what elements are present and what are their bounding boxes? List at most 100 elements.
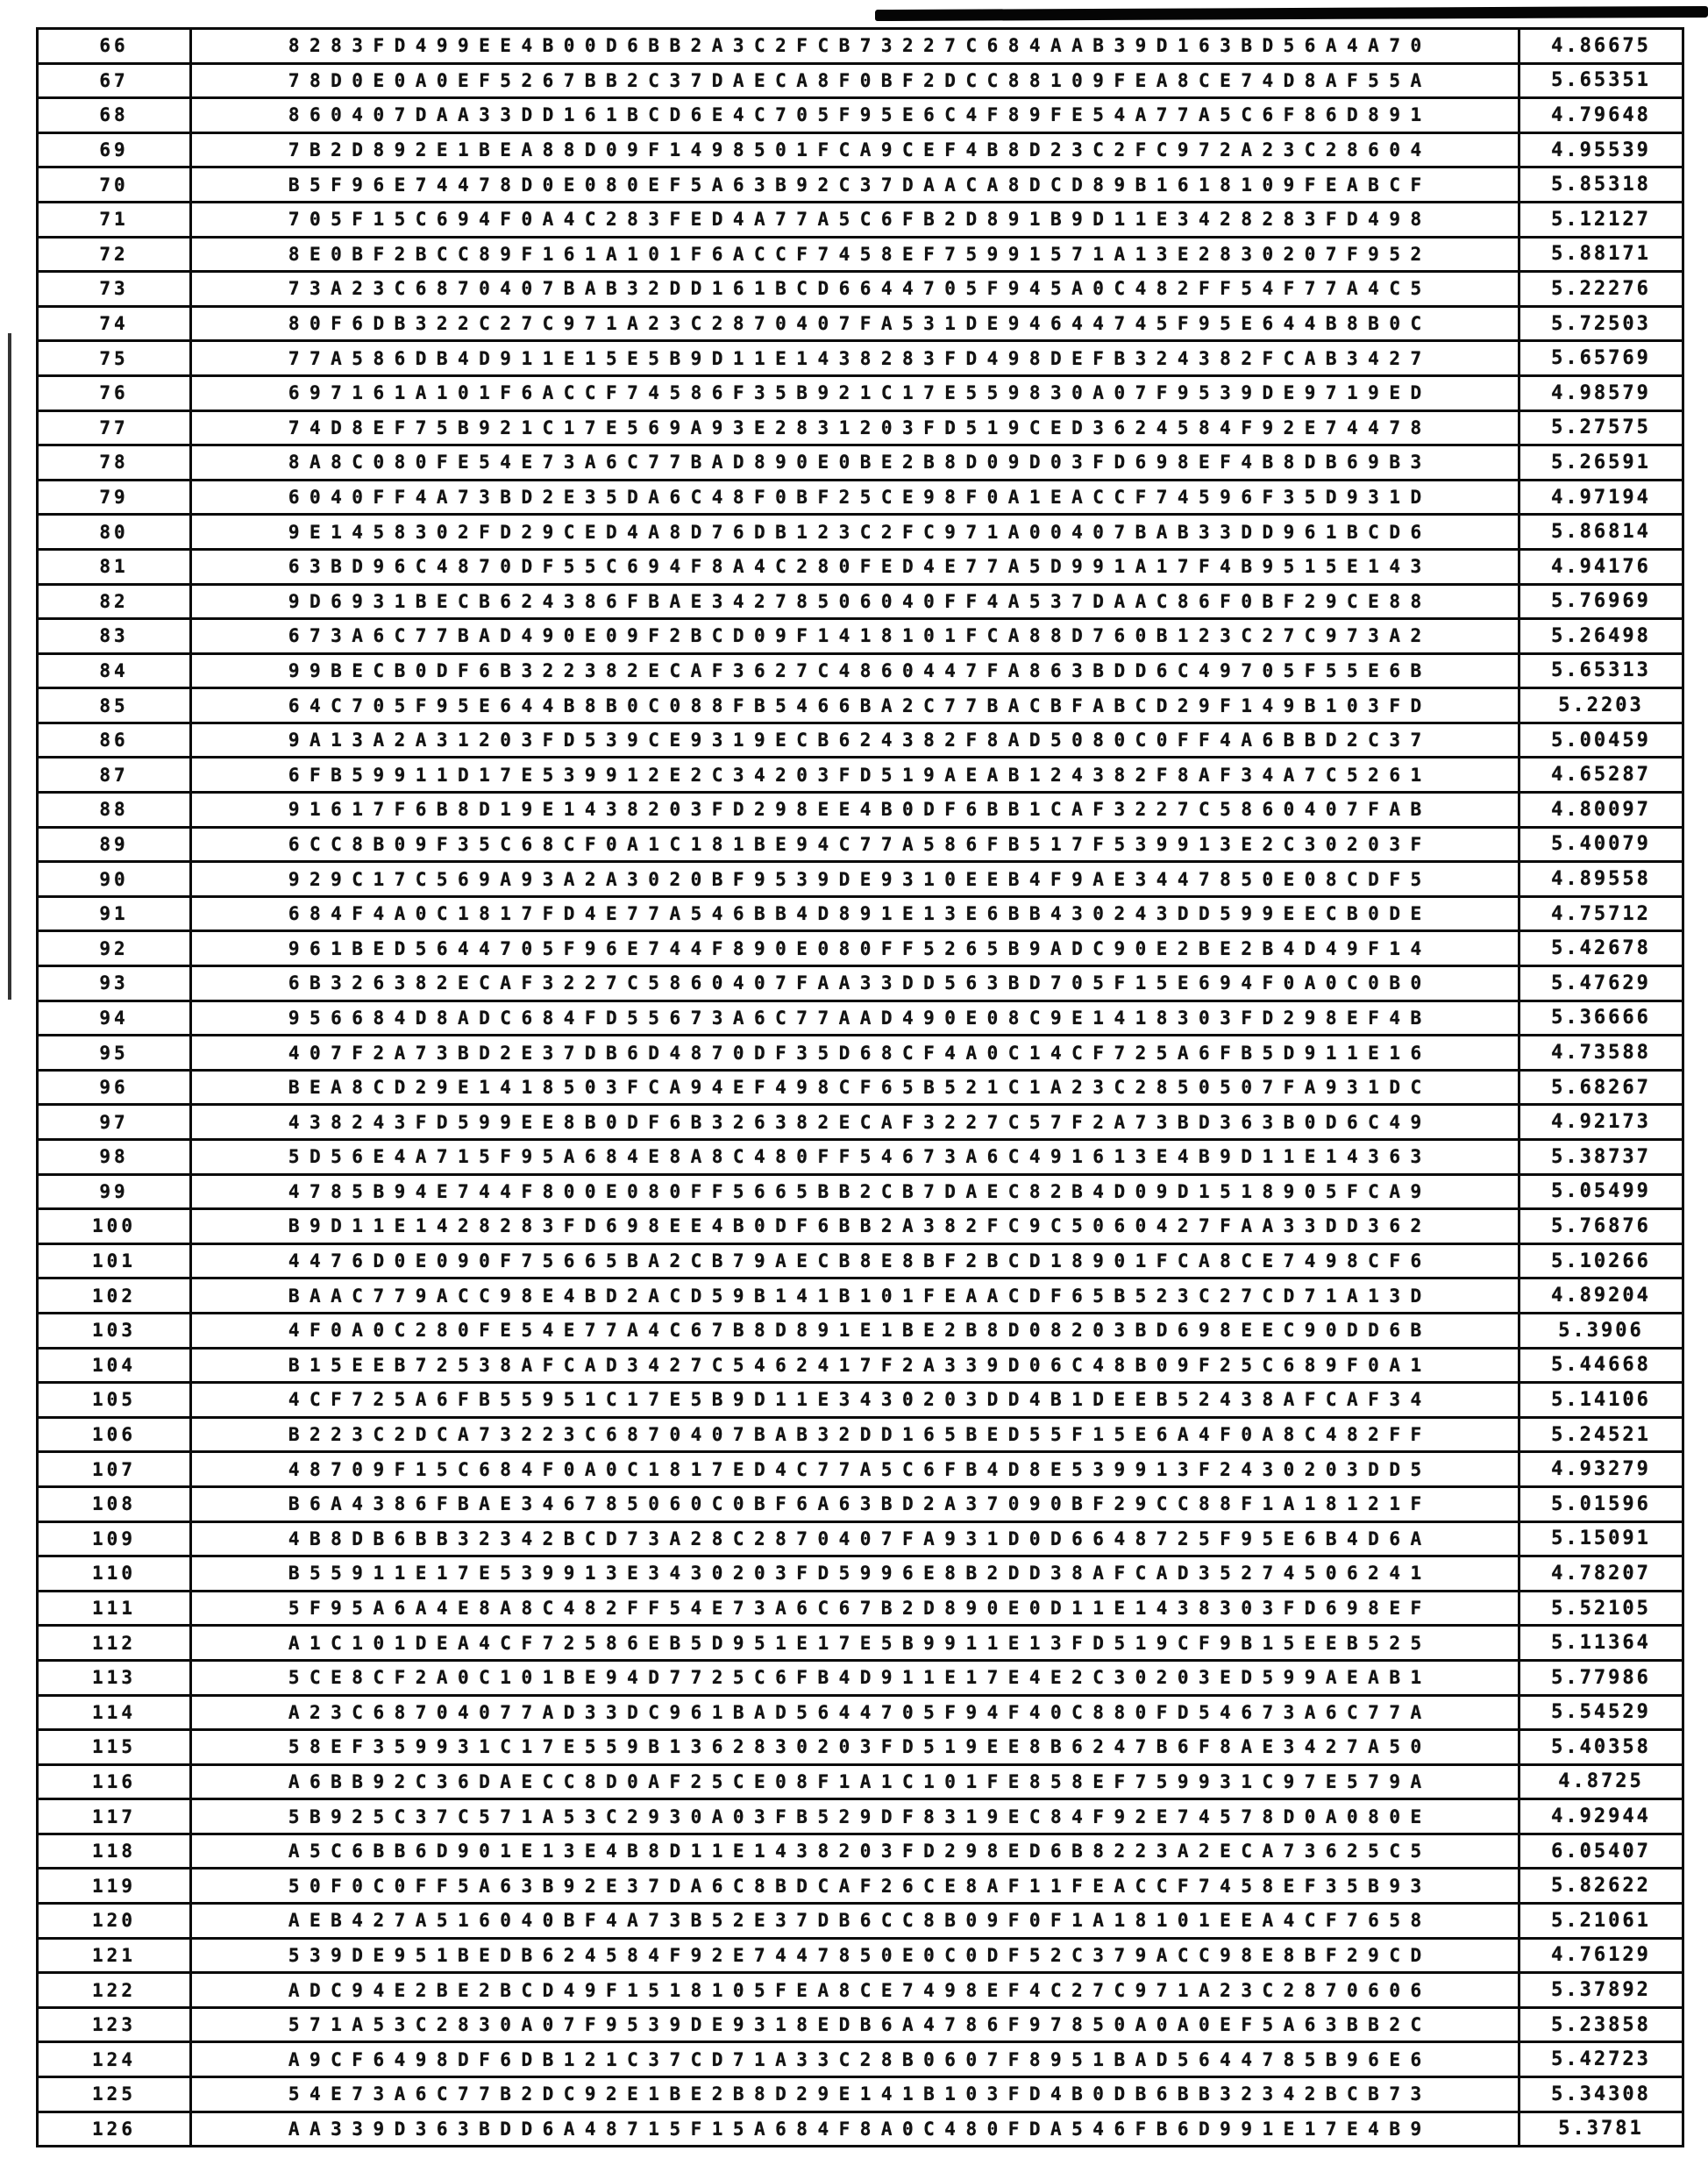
row-value-cell: 5.26498 [1518,617,1684,655]
table-row: 98 5D56E4A715F95A684E8A8C480FF54673A6C49… [36,1138,1684,1176]
row-index-cell: 98 [36,1138,192,1176]
row-index-cell: 125 [36,2076,192,2113]
row-value-cell: 5.3781 [1518,2110,1684,2148]
table-row: 105 4CF725A6FB55951C17E5B9D11E3430203DD4… [36,1381,1684,1419]
row-hex-cell: 705F15C694F0A4C283FED4A77A5C6FB2D891B9D1… [189,200,1520,239]
row-hex-cell: 539DE951BEDB624584F92E7447850E0C0DF52C37… [189,1936,1520,1975]
table-row: 116 A6BB92C36DAECC8D0AF25CE08F1A1C101FE8… [36,1763,1684,1801]
row-hex-cell: A6BB92C36DAECC8D0AF25CE08F1A1C101FE858EF… [189,1763,1520,1801]
row-hex-cell: B15EEB72538AFCAD3427C5462417F2A339D06C48… [189,1346,1520,1385]
table-row: 125 54E73A6C77B2DC92E1BE2B8D29E141B103FD… [36,2076,1684,2113]
row-index-cell: 87 [36,756,192,794]
row-hex-cell: AA339D363BDD6A48715F15A684F8A0C480FDA546… [189,2110,1520,2148]
row-hex-cell: 956684D8ADC684FD55673A6C77AAD490E08C9E14… [189,999,1520,1037]
table-row: 123 571A53C2830A07F9539DE9318EDB6A4786F9… [36,2005,1684,2044]
row-index-cell: 115 [36,1728,192,1766]
row-hex-cell: 6CC8B09F35C68CF0A1C181BE94C77A586FB517F5… [189,825,1520,864]
row-index-cell: 89 [36,825,192,864]
row-index-cell: 81 [36,547,192,586]
table-row: 97 438243FD599EE8B0DF6B326382ECAF3227C57… [36,1103,1684,1141]
row-index-cell: 70 [36,166,192,203]
row-index-cell: 76 [36,374,192,412]
table-row: 124 A9CF6498DF6DB121C37CD71A33C28B0607F8… [36,2040,1684,2079]
row-hex-cell: 9A13A2A31203FD539CE9319ECB624382F8AD5080… [189,721,1520,759]
table-row: 89 6CC8B09F35C68CF0A1C181BE94C77A586FB51… [36,825,1684,864]
row-hex-cell: A5C6BB6D901E13E4B8D11E1438203FD298ED6B82… [189,1832,1520,1870]
row-value-cell: 4.86675 [1518,27,1684,65]
row-hex-cell: 99BECB0DF6B322382ECAF3627C4860447FA863BD… [189,652,1520,690]
row-value-cell: 4.97194 [1518,478,1684,516]
scan-artifact-left [8,333,11,1000]
row-index-cell: 107 [36,1450,192,1488]
row-hex-cell: A9CF6498DF6DB121C37CD71A33C28B0607F8951B… [189,2040,1520,2079]
row-index-cell: 90 [36,860,192,898]
row-index-cell: 97 [36,1103,192,1141]
row-value-cell: 5.82622 [1518,1867,1684,1905]
table-row: 93 6B326382ECAF3227C5860407FAA33DD563BD7… [36,965,1684,1002]
row-hex-cell: 5B925C37C571A53C2930A03FB529DF8319EC84F9… [189,1798,1520,1835]
row-value-cell: 4.92944 [1518,1798,1684,1835]
row-index-cell: 84 [36,652,192,690]
row-index-cell: 68 [36,96,192,134]
row-hex-cell: 7B2D892E1BEA88D09F1498501FCA9CEF4B8D23C2… [189,131,1520,169]
row-value-cell: 5.40358 [1518,1728,1684,1766]
row-hex-cell: 78D0E0A0EF5267BB2C37DAECA8F0BF2DCC88109F… [189,61,1520,100]
row-hex-cell: B6A4386FBAE346785060C0BF6A63BD2A37090BF2… [189,1485,1520,1523]
row-index-cell: 91 [36,894,192,933]
table-row: 84 99BECB0DF6B322382ECAF3627C4860447FA86… [36,652,1684,690]
row-index-cell: 85 [36,687,192,724]
table-row: 70 B5F96E74478D0E080EF5A63B92C37DAACA8DC… [36,166,1684,203]
row-value-cell: 5.47629 [1518,965,1684,1002]
row-index-cell: 67 [36,61,192,100]
row-value-cell: 5.37892 [1518,1971,1684,2009]
row-value-cell: 5.26591 [1518,444,1684,481]
row-hex-cell: 673A6C77BAD490E09F2BCD09F1418101FCA88D76… [189,617,1520,655]
row-hex-cell: 5CE8CF2A0C101BE94D7725C6FB4D911E17E4E2C3… [189,1658,1520,1697]
row-index-cell: 117 [36,1798,192,1835]
row-index-cell: 92 [36,929,192,968]
table-row: 108 B6A4386FBAE346785060C0BF6A63BD2A3709… [36,1485,1684,1523]
row-hex-cell: B223C2DCA73223C6870407BAB32DD165BED55F15… [189,1415,1520,1454]
row-index-cell: 108 [36,1485,192,1523]
row-hex-cell: 697161A101F6ACCF74586F35B921C17E559830A0… [189,374,1520,412]
row-value-cell: 5.88171 [1518,235,1684,274]
row-value-cell: 5.54529 [1518,1693,1684,1732]
row-value-cell: 5.44668 [1518,1346,1684,1385]
row-index-cell: 110 [36,1555,192,1592]
table-row: 87 6FB59911D17E539912E2C34203FD519AEAB12… [36,756,1684,794]
table-row: 126 AA339D363BDD6A48715F15A684F8A0C480FD… [36,2110,1684,2148]
row-value-cell: 5.85318 [1518,166,1684,203]
table-row: 111 5F95A6A4E8A8C482FF54E73A6C67B2D890E0… [36,1589,1684,1627]
row-index-cell: 109 [36,1520,192,1558]
table-row: 91 684F4A0C1817FD4E77A546BB4D891E13E6BB4… [36,894,1684,933]
row-hex-cell: 77A586DB4D911E15E5B9D11E1438283FD498DEFB… [189,339,1520,377]
row-index-cell: 103 [36,1311,192,1350]
row-value-cell: 5.40079 [1518,825,1684,864]
row-hex-cell: 860407DAA33DD161BCD6E4C705F95E6C4F89FE54… [189,96,1520,134]
row-hex-cell: 48709F15C684F0A0C1817ED4C77A5C6FB4D8E539… [189,1450,1520,1488]
row-index-cell: 83 [36,617,192,655]
row-value-cell: 5.76876 [1518,1207,1684,1245]
row-value-cell: 5.05499 [1518,1172,1684,1211]
row-index-cell: 78 [36,444,192,481]
row-index-cell: 119 [36,1867,192,1905]
row-hex-cell: B9D11E1428283FD698EE4B0DF6BB2A382FC9C506… [189,1207,1520,1245]
row-value-cell: 6.05407 [1518,1832,1684,1870]
row-value-cell: 5.12127 [1518,200,1684,239]
table-row: 117 5B925C37C571A53C2930A03FB529DF8319EC… [36,1798,1684,1835]
row-index-cell: 93 [36,965,192,1002]
row-value-cell: 4.98579 [1518,374,1684,412]
row-hex-cell: 684F4A0C1817FD4E77A546BB4D891E13E6BB4302… [189,894,1520,933]
row-hex-cell: ADC94E2BE2BCD49F1518105FEA8CE7498EF4C27C… [189,1971,1520,2009]
table-row: 106 B223C2DCA73223C6870407BAB32DD165BED5… [36,1415,1684,1454]
table-row: 88 91617F6B8D19E1438203FD298EE4B0DF6BB1C… [36,791,1684,829]
row-hex-cell: 58EF359931C17E559B1362830203FD519EE8B624… [189,1728,1520,1766]
row-hex-cell: 6040FF4A73BD2E35DA6C48F0BF25CE98F0A1EACC… [189,478,1520,516]
hex-value-table: 66 8283FD499EE4B00D6BB2A3C2FCB73227C684A… [36,27,1684,2148]
table-row: 120 AEB427A516040BF4A73B52E37DB6CC8B09F0… [36,1902,1684,1940]
row-index-cell: 122 [36,1971,192,2009]
table-row: 103 4F0A0C280FE54E77A4C67B8D891E1BE2B8D0… [36,1311,1684,1350]
row-hex-cell: 4CF725A6FB55951C17E5B9D11E3430203DD4B1DE… [189,1381,1520,1419]
table-row: 99 4785B94E744F800E080FF5665BB2CB7DAEC82… [36,1172,1684,1211]
row-value-cell: 5.52105 [1518,1589,1684,1627]
